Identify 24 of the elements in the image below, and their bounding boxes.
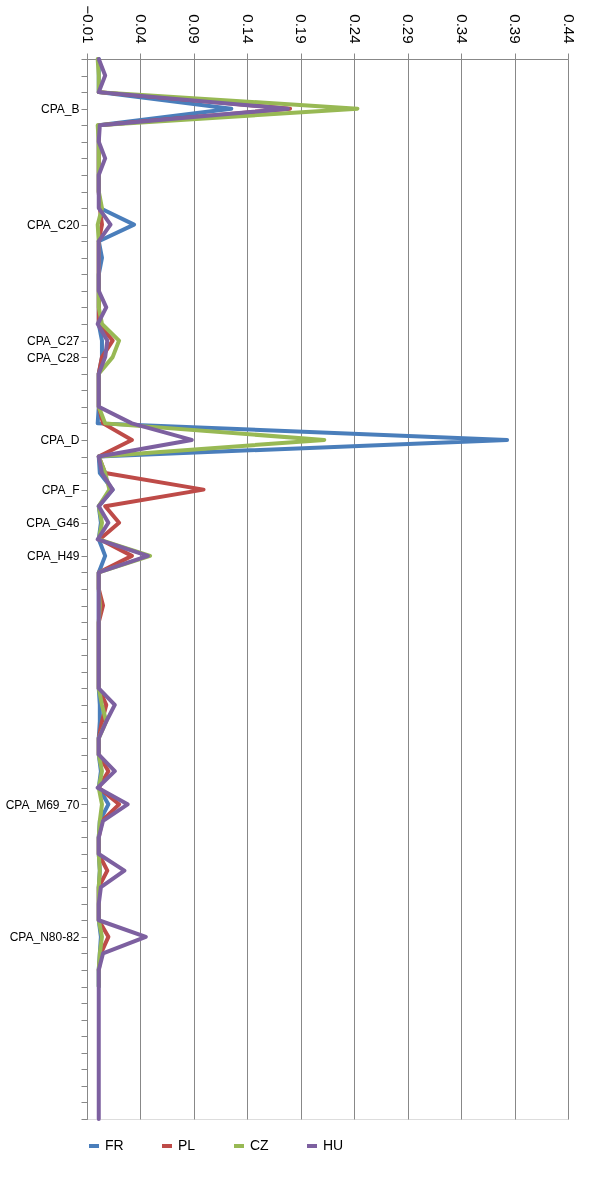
y-tick-label: CPA_M69_70	[5, 797, 80, 812]
x-tick-label: 0.19	[293, 14, 311, 44]
x-tick-label: 0.24	[346, 14, 364, 44]
x-tick-label: 0.14	[239, 14, 257, 44]
x-tick-label: 0.09	[186, 14, 204, 44]
legend-label: HU	[323, 1137, 344, 1153]
y-tick-label: CPA_B	[41, 102, 80, 117]
x-tick-label: 0.34	[453, 14, 471, 44]
y-tick-label: CPA_C20	[27, 218, 80, 233]
legend-label: PL	[178, 1137, 196, 1153]
y-tick-label: CPA_D	[40, 433, 80, 448]
y-tick-label: CPA_G46	[26, 516, 80, 531]
x-tick-label: −0.01	[79, 5, 97, 44]
x-tick-label: 0.44	[560, 14, 578, 44]
legend-label: CZ	[250, 1137, 270, 1153]
x-tick-label: 0.29	[400, 14, 418, 44]
y-tick-label: CPA_C27	[27, 334, 80, 349]
y-tick-label: CPA_H49	[27, 549, 80, 564]
y-tick-label: CPA_F	[41, 483, 80, 498]
y-tick-label: CPA_N80-82	[9, 930, 80, 945]
x-tick-label: 0.39	[507, 14, 525, 44]
y-tick-label: CPA_C28	[27, 350, 80, 365]
legend-label: FR	[105, 1137, 124, 1153]
x-tick-label: 0.04	[132, 14, 150, 44]
